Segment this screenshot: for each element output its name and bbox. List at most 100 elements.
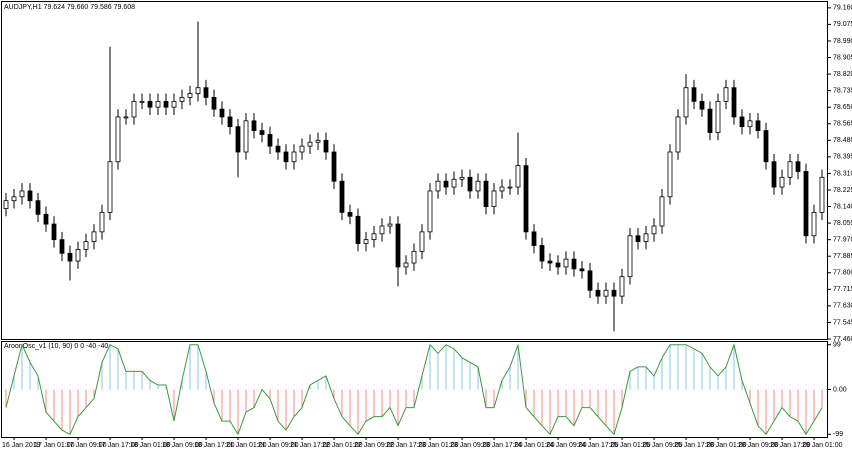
x-tick-label: 21 Jan 17:00 bbox=[290, 442, 331, 449]
y-tick-label: 0.00 bbox=[833, 386, 847, 393]
candle-body bbox=[339, 180, 345, 213]
candle-body bbox=[83, 241, 89, 250]
candle-body bbox=[147, 100, 153, 108]
candle-body bbox=[395, 223, 401, 268]
candle-body bbox=[283, 151, 289, 163]
y-tick-label: 78.990 bbox=[833, 38, 852, 45]
candle-body bbox=[523, 165, 529, 233]
candle-body bbox=[99, 211, 105, 233]
candle-body bbox=[731, 87, 737, 118]
candle-body bbox=[211, 97, 217, 110]
candle-body bbox=[643, 233, 649, 243]
candle-body bbox=[819, 176, 825, 213]
candle-body bbox=[603, 289, 609, 297]
y-tick-label: 77.800 bbox=[833, 270, 852, 277]
candle-body bbox=[123, 116, 129, 119]
candle-body bbox=[315, 139, 321, 143]
y-tick-label: 78.395 bbox=[833, 154, 852, 161]
x-tick-label: 24 Jan 01:00 bbox=[514, 442, 555, 449]
candle-body bbox=[779, 176, 785, 188]
candle-body bbox=[275, 145, 281, 153]
x-tick-label: 21 Jan 09:00 bbox=[258, 442, 299, 449]
y-tick-label: 77.715 bbox=[833, 286, 852, 293]
candle-body bbox=[803, 171, 809, 237]
candle-body bbox=[619, 276, 625, 297]
candle-body bbox=[187, 93, 193, 98]
y-tick-label: 77.545 bbox=[833, 319, 852, 326]
x-tick-label: 18 Jan 01:00 bbox=[130, 442, 171, 449]
candle-body bbox=[763, 130, 769, 163]
candle-body bbox=[171, 100, 177, 108]
x-tick-label: 25 Jan 17:00 bbox=[674, 442, 715, 449]
candle-body bbox=[539, 245, 545, 262]
y-tick-label: 99 bbox=[833, 342, 841, 349]
x-tick-label: 29 Jan 01:00 bbox=[802, 442, 843, 449]
y-tick-label: 78.480 bbox=[833, 137, 852, 144]
candle-body bbox=[195, 87, 201, 94]
candle-body bbox=[675, 116, 681, 153]
candle-body bbox=[299, 145, 305, 153]
candle-body bbox=[51, 223, 57, 241]
candle-body bbox=[19, 190, 25, 198]
candle-body bbox=[691, 87, 697, 102]
y-tick-label: 78.310 bbox=[833, 170, 852, 177]
candle-body bbox=[499, 186, 505, 192]
candle-body bbox=[595, 289, 601, 297]
candle-body bbox=[59, 239, 65, 254]
candle-body bbox=[411, 250, 417, 264]
y-tick-label: 78.565 bbox=[833, 121, 852, 128]
x-tick-label: 18 Jan 09:00 bbox=[162, 442, 203, 449]
candle-body bbox=[443, 180, 449, 188]
candle-body bbox=[587, 270, 593, 291]
candle-body bbox=[251, 120, 257, 131]
y-tick-label: -99 bbox=[833, 431, 843, 438]
x-tick-label: 28 Jan 09:00 bbox=[738, 442, 779, 449]
x-tick-label: 17 Jan 01:00 bbox=[34, 442, 75, 449]
candle-body bbox=[507, 186, 513, 189]
candle-body bbox=[419, 231, 425, 252]
candle-body bbox=[227, 116, 233, 128]
y-tick-label: 78.820 bbox=[833, 71, 852, 78]
x-tick-label: 22 Jan 17:00 bbox=[386, 442, 427, 449]
y-tick-label: 79.160 bbox=[833, 5, 852, 12]
x-tick-label: 24 Jan 09:00 bbox=[546, 442, 587, 449]
candle-body bbox=[627, 235, 633, 278]
candle-body bbox=[571, 258, 577, 270]
candle-body bbox=[11, 196, 17, 202]
candle-body bbox=[771, 161, 777, 188]
candle-body bbox=[91, 231, 97, 243]
indicator-title: AroonOsc_v1 (10, 90) 0 0 -40 -40 bbox=[4, 343, 108, 350]
candle-body bbox=[3, 200, 9, 209]
candle-body bbox=[243, 120, 249, 153]
candle-body bbox=[755, 120, 761, 131]
y-tick-label: 77.460 bbox=[833, 336, 852, 343]
candle-body bbox=[483, 180, 489, 207]
candle-body bbox=[699, 100, 705, 110]
x-tick-label: 25 Jan 01:00 bbox=[610, 442, 651, 449]
candle-body bbox=[635, 235, 641, 243]
candle-body bbox=[667, 151, 673, 198]
y-tick-label: 77.630 bbox=[833, 303, 852, 310]
candle-body bbox=[451, 178, 457, 188]
candle-body bbox=[163, 100, 169, 108]
candle-body bbox=[459, 176, 465, 180]
candle-body bbox=[403, 262, 409, 268]
candle-body bbox=[203, 87, 209, 98]
x-tick-label: 23 Jan 09:00 bbox=[450, 442, 491, 449]
x-tick-label: 24 Jan 17:00 bbox=[578, 442, 619, 449]
candle-body bbox=[787, 161, 793, 178]
candle-body bbox=[739, 116, 745, 128]
candle-body bbox=[379, 225, 385, 235]
candle-body bbox=[331, 151, 337, 182]
candle-body bbox=[563, 258, 569, 268]
candle-body bbox=[427, 190, 433, 233]
candle-body bbox=[131, 100, 137, 118]
candle-body bbox=[795, 161, 801, 172]
x-tick-label: 17 Jan 09:00 bbox=[66, 442, 107, 449]
y-tick-label: 78.735 bbox=[833, 87, 852, 94]
x-tick-label: 16 Jan 2019 bbox=[2, 442, 41, 449]
chart-title: AUDJPY,H1 79.624 79.660 79.586 79.608 bbox=[4, 4, 135, 11]
candle-body bbox=[75, 248, 81, 262]
